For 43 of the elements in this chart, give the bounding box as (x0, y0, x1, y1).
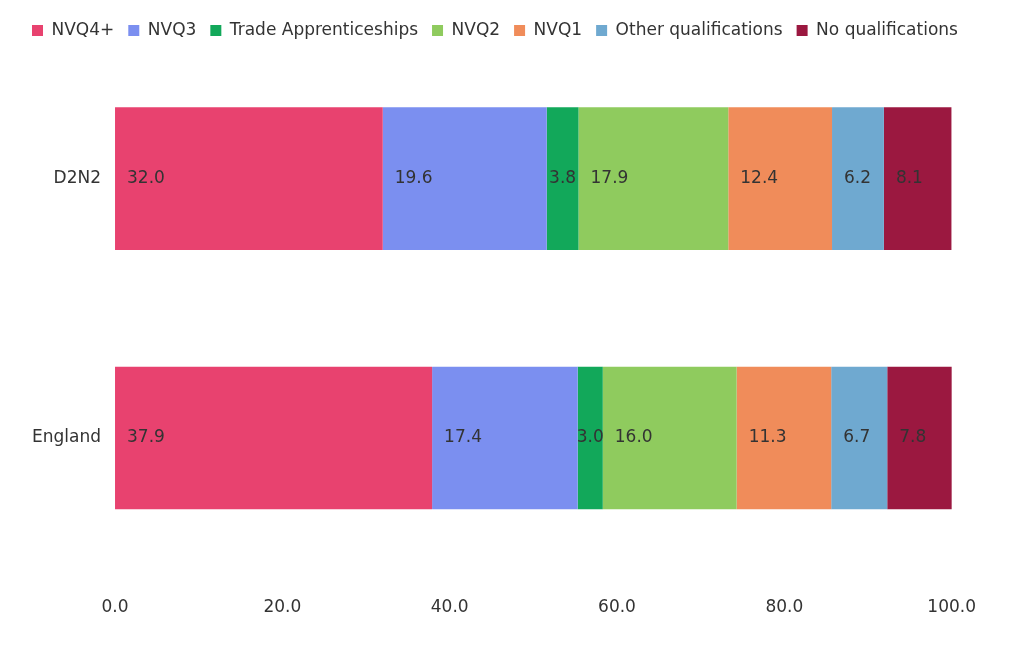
data-label: 6.2 (844, 167, 872, 188)
bar (432, 366, 578, 510)
data-label: 12.4 (740, 167, 779, 188)
data-label: 3.0 (576, 426, 604, 447)
bar (578, 107, 729, 250)
bar (831, 366, 888, 510)
bar (728, 107, 833, 250)
x-tick-label: 20.0 (263, 596, 302, 617)
bar (602, 366, 737, 510)
y-tick-label: D2N2 (53, 167, 102, 188)
x-tick-label: 40.0 (430, 596, 469, 617)
x-tick-label: 80.0 (765, 596, 804, 617)
bar (832, 107, 884, 250)
data-label: 7.8 (899, 426, 927, 447)
legend-label: No qualifications (816, 18, 959, 39)
x-tick-label: 0.0 (101, 596, 129, 617)
legend-label: NVQ2 (451, 18, 501, 39)
bar (736, 366, 832, 510)
data-label: 6.7 (843, 426, 871, 447)
legend-label: NVQ4+ (51, 18, 115, 39)
bar (115, 107, 383, 250)
y-tick-label: England (32, 426, 102, 447)
bar (887, 366, 952, 510)
x-tick-label: 60.0 (598, 596, 636, 617)
bar (115, 366, 433, 510)
data-label: 11.3 (748, 426, 787, 447)
legend-label: NVQ1 (533, 18, 583, 39)
bar (883, 107, 952, 250)
data-label: 8.1 (895, 167, 923, 188)
data-label: 32.0 (127, 167, 165, 188)
x-tick-label: 100.0 (927, 596, 976, 617)
bar (382, 107, 547, 250)
bar (577, 366, 603, 510)
data-label: 16.0 (614, 426, 653, 447)
data-label: 3.8 (549, 167, 577, 188)
data-label: 19.6 (394, 167, 433, 188)
legend-label: Other qualifications (615, 18, 783, 39)
bar (546, 107, 579, 250)
data-label: 17.9 (590, 167, 629, 188)
legend-label: Trade Apprenticeships (228, 18, 419, 39)
data-label: 17.4 (444, 426, 482, 447)
legend-label: NVQ3 (147, 18, 197, 39)
data-label: 37.9 (127, 426, 165, 447)
